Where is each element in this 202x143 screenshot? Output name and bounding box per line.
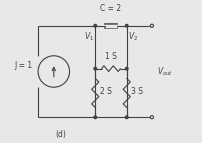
Text: $V_2$: $V_2$ <box>128 31 138 43</box>
Circle shape <box>94 24 97 27</box>
Text: 2 S: 2 S <box>100 87 112 96</box>
Text: $V_1$: $V_1$ <box>84 31 94 43</box>
Text: J = 1: J = 1 <box>14 61 32 70</box>
Circle shape <box>125 67 128 70</box>
Circle shape <box>94 67 97 70</box>
Circle shape <box>94 116 97 119</box>
Text: 1 S: 1 S <box>105 52 117 61</box>
Text: C = 2: C = 2 <box>100 4 122 13</box>
Text: (d): (d) <box>56 130 66 139</box>
Circle shape <box>125 24 128 27</box>
Circle shape <box>125 116 128 119</box>
Text: $V_{out}$: $V_{out}$ <box>157 65 173 78</box>
Text: 3 S: 3 S <box>131 87 143 96</box>
